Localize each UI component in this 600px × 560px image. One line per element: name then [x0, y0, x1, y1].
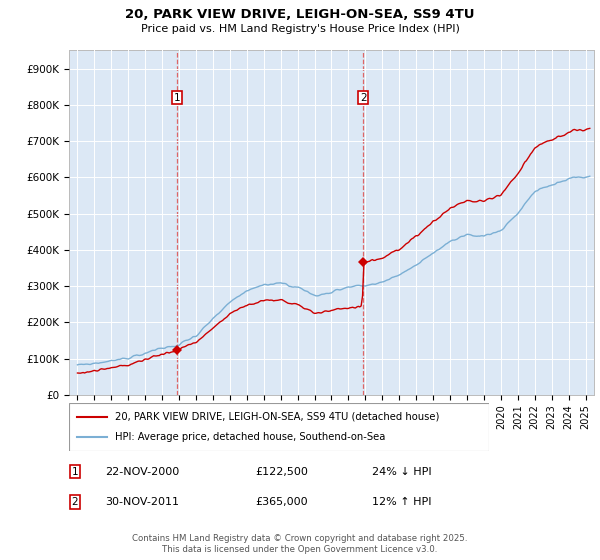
- Bar: [177, 50, 363, 395]
- Text: 1: 1: [173, 92, 180, 102]
- Text: 20, PARK VIEW DRIVE, LEIGH-ON-SEA, SS9 4TU (detached house): 20, PARK VIEW DRIVE, LEIGH-ON-SEA, SS9 4…: [115, 412, 440, 422]
- Text: Price paid vs. HM Land Registry's House Price Index (HPI): Price paid vs. HM Land Registry's House …: [140, 24, 460, 34]
- Text: 12% ↑ HPI: 12% ↑ HPI: [372, 497, 431, 507]
- Text: Contains HM Land Registry data © Crown copyright and database right 2025.
This d: Contains HM Land Registry data © Crown c…: [132, 534, 468, 554]
- Text: HPI: Average price, detached house, Southend-on-Sea: HPI: Average price, detached house, Sout…: [115, 432, 386, 442]
- Text: 20, PARK VIEW DRIVE, LEIGH-ON-SEA, SS9 4TU: 20, PARK VIEW DRIVE, LEIGH-ON-SEA, SS9 4…: [125, 8, 475, 21]
- Text: 2: 2: [360, 92, 367, 102]
- Text: 22-NOV-2000: 22-NOV-2000: [105, 466, 179, 477]
- Text: £122,500: £122,500: [255, 466, 308, 477]
- Text: 30-NOV-2011: 30-NOV-2011: [105, 497, 179, 507]
- Text: 24% ↓ HPI: 24% ↓ HPI: [372, 466, 431, 477]
- Text: 1: 1: [71, 466, 79, 477]
- FancyBboxPatch shape: [69, 403, 489, 451]
- Text: 2: 2: [71, 497, 79, 507]
- Text: £365,000: £365,000: [255, 497, 308, 507]
